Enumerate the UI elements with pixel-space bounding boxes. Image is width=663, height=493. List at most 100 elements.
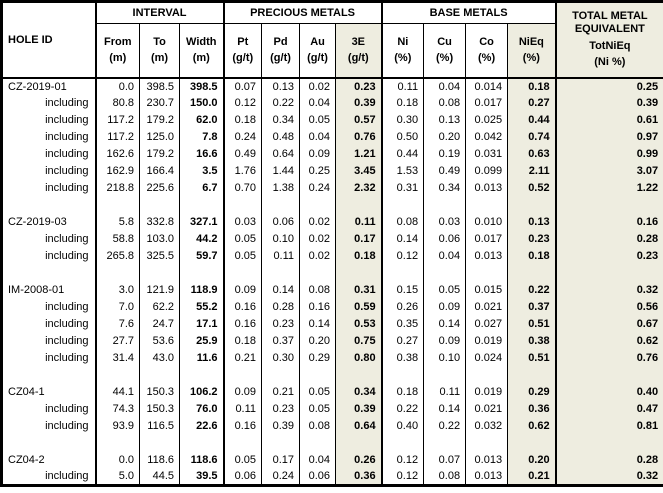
value-cell-cu: 0.10 <box>423 349 466 367</box>
value-cell-nieq: 0.52 <box>507 179 556 197</box>
column-unit: (%) <box>394 52 412 65</box>
value-cell-cu: 0.13 <box>423 111 466 129</box>
value-cell-to: 125.0 <box>139 128 180 146</box>
value-cell-width: 25.9 <box>178 332 224 350</box>
header-col-inner: Co (%) <box>467 24 508 76</box>
value-cell-3e: 0.39 <box>335 400 382 418</box>
value-cell-from: 7.6 <box>94 315 140 333</box>
value-cell-pt: 0.05 <box>222 451 262 469</box>
value-cell-cu: 0.11 <box>423 383 466 401</box>
header-col-3e: 3E (g/t) <box>335 23 382 79</box>
value-cell-to: 121.9 <box>139 281 180 299</box>
including-row: including 162.9 166.4 3.5 1.76 1.44 0.25 3.45 1.… <box>2 162 663 180</box>
value-cell-cu: 0.19 <box>423 145 466 163</box>
header-group-interval: INTERVAL <box>94 1 224 24</box>
hole-id-cell: CZ04-2 <box>8 454 45 466</box>
header-col-inner: NiEq (%) <box>509 24 555 76</box>
spacer-value-cell <box>423 196 466 214</box>
value-cell-totnieq: 0.56 <box>554 298 663 316</box>
value-cell-co: 0.014 <box>465 77 508 95</box>
column-unit: (%) <box>436 52 454 65</box>
value-cell-au: 0.25 <box>299 162 336 180</box>
column-name: Ni <box>397 36 409 49</box>
value-cell-co: 0.025 <box>465 111 508 129</box>
value-cell-au: 0.02 <box>299 247 336 265</box>
value-cell-au: 0.09 <box>299 145 336 163</box>
column-name: Pt <box>237 36 249 49</box>
value-cell-from: 27.7 <box>94 332 140 350</box>
value-cell-pd: 0.37 <box>261 332 300 350</box>
value-cell-totnieq: 0.39 <box>554 94 663 112</box>
value-cell-au: 0.24 <box>299 179 336 197</box>
value-cell-pt: 0.49 <box>222 145 262 163</box>
spacer-value-cell <box>261 434 300 452</box>
value-cell-width: 6.7 <box>178 179 224 197</box>
column-name: Width <box>186 36 217 49</box>
column-unit: (m) <box>192 52 210 65</box>
spacer-value-cell <box>335 264 382 282</box>
value-cell-from: 74.3 <box>94 400 140 418</box>
value-cell-pt: 0.21 <box>222 349 262 367</box>
value-cell-totnieq: 0.67 <box>554 315 663 333</box>
spacer-value-cell <box>423 366 466 384</box>
value-cell-from: 80.8 <box>94 94 140 112</box>
value-cell-from: 5.8 <box>94 213 140 231</box>
value-cell-pd: 0.30 <box>261 349 300 367</box>
value-cell-cu: 0.34 <box>423 179 466 197</box>
value-cell-totnieq: 0.62 <box>554 332 663 350</box>
value-cell-pt: 0.09 <box>222 383 262 401</box>
including-row: including 5.0 44.5 39.5 0.06 0.24 0.06 0.36 0.12… <box>2 468 663 486</box>
value-cell-pt: 0.06 <box>222 468 262 486</box>
header-col-ni: Ni (%) <box>380 23 424 79</box>
value-cell-cu: 0.09 <box>423 298 466 316</box>
including-cell: including <box>45 403 89 415</box>
value-cell-pd: 0.22 <box>261 94 300 112</box>
column-unit: (%) <box>522 52 540 65</box>
value-cell-pt: 0.03 <box>222 213 262 231</box>
including-cell: including <box>45 233 89 245</box>
value-cell-ni: 0.14 <box>380 230 424 248</box>
header-col-cu: Cu (%) <box>423 23 466 79</box>
value-cell-totnieq: 0.61 <box>554 111 663 129</box>
spacer-row <box>2 434 663 452</box>
value-cell-pt: 0.12 <box>222 94 262 112</box>
value-cell-pt: 0.16 <box>222 315 262 333</box>
hole-id-cell: CZ04-1 <box>8 386 45 398</box>
column-unit: (g/t) <box>270 52 291 65</box>
header-group-precious-metals: PRECIOUS METALS <box>222 1 382 24</box>
spacer-value-cell <box>299 366 336 384</box>
including-cell: including <box>45 114 89 126</box>
value-cell-ni: 0.38 <box>380 349 424 367</box>
spacer-value-cell <box>222 434 262 452</box>
value-cell-ni: 0.44 <box>380 145 424 163</box>
value-cell-pd: 0.28 <box>261 298 300 316</box>
header-col-nieq: NiEq (%) <box>507 23 556 79</box>
spacer-hole-cell <box>2 435 96 452</box>
value-cell-co: 0.027 <box>465 315 508 333</box>
value-cell-3e: 1.21 <box>335 145 382 163</box>
column-name: From <box>104 36 132 49</box>
table-header: HOLE ID INTERVAL PRECIOUS METALS BASE METAL… <box>1 1 663 79</box>
spacer-value-cell <box>554 434 663 452</box>
value-cell-ni: 0.12 <box>380 468 424 486</box>
header-total-name: TotNiEq <box>589 39 631 52</box>
including-cell: including <box>45 318 89 330</box>
value-cell-au: 0.02 <box>299 230 336 248</box>
spacer-value-cell <box>554 264 663 282</box>
value-cell-pd: 1.38 <box>261 179 300 197</box>
including-row: including 218.8 225.6 6.7 0.70 1.38 0.24 2.32 0.… <box>2 179 663 197</box>
value-cell-co: 0.021 <box>465 298 508 316</box>
header-col-au: Au (g/t) <box>299 23 336 79</box>
value-cell-width: 327.1 <box>178 213 224 231</box>
value-cell-pt: 0.24 <box>222 128 262 146</box>
including-cell: including <box>45 470 89 483</box>
spacer-row <box>2 264 663 282</box>
including-row: including 7.0 62.2 55.2 0.16 0.28 0.16 0.59 0.26… <box>2 298 663 316</box>
value-cell-au: 0.04 <box>299 128 336 146</box>
value-cell-nieq: 0.18 <box>507 77 556 95</box>
value-cell-to: 24.7 <box>139 315 180 333</box>
value-cell-from: 44.1 <box>94 383 140 401</box>
including-cell: including <box>45 335 89 347</box>
spacer-value-cell <box>507 264 556 282</box>
value-cell-pt: 0.18 <box>222 332 262 350</box>
